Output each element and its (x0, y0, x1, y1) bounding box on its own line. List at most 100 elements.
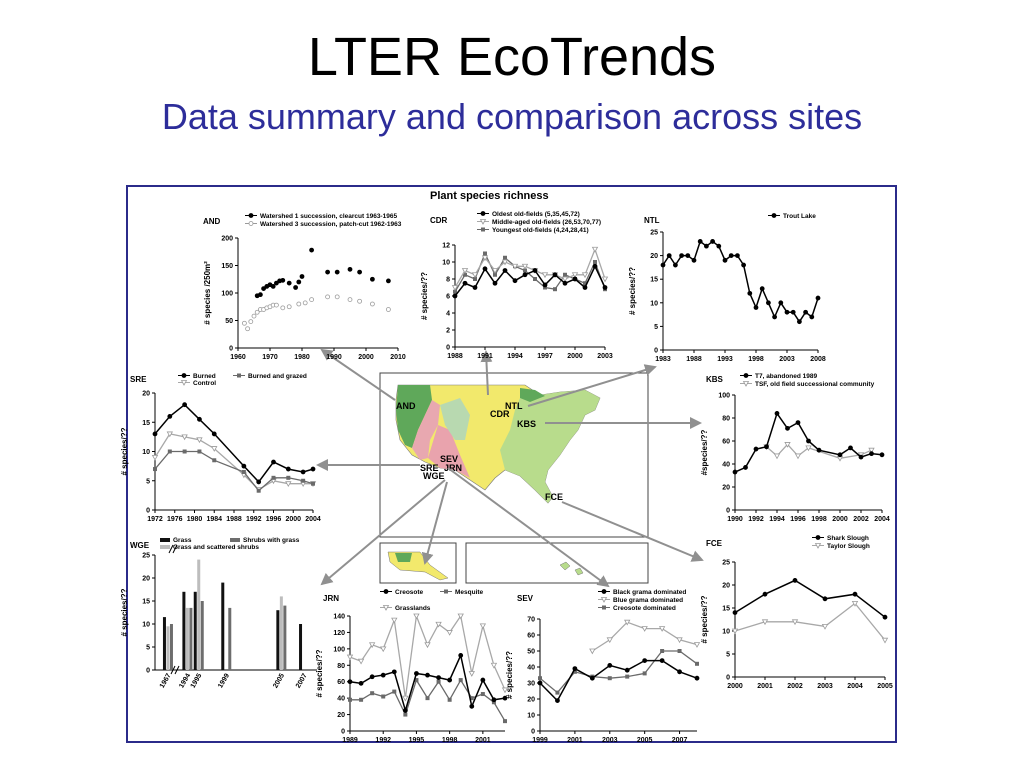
series-line-sre (154, 433, 313, 491)
data-point-sev (659, 658, 665, 663)
data-point-fce (731, 628, 739, 635)
data-point-sev (695, 661, 699, 666)
data-point-and (299, 274, 305, 279)
data-point-cdr (501, 259, 509, 266)
data-point-and (357, 269, 363, 275)
y-tick-label: 0 (531, 729, 535, 736)
data-point-sev (537, 680, 543, 686)
data-point-ntl (735, 253, 740, 259)
panel-cdr: CDR # species/?? 0 2 4 6 8 10 12 1988 1991 1994 1997… (420, 211, 613, 360)
data-point-kbs (869, 451, 874, 457)
data-point-ntl (666, 253, 672, 259)
x-tick-label: 2007 (295, 672, 309, 689)
y-axis-title-sre: # species/?? (120, 427, 129, 475)
data-point-sev (624, 619, 631, 626)
data-point-fce (882, 614, 888, 620)
data-point-sev (625, 674, 630, 679)
y-tick-label: 25 (650, 230, 658, 237)
x-tick-label: 1992 (375, 737, 391, 744)
data-point-sre (211, 431, 217, 437)
data-point-cdr (463, 272, 467, 277)
data-point-sev (572, 669, 577, 674)
y-axis-title-and: # species /250m² (203, 261, 212, 325)
y-tick-label: 100 (221, 291, 233, 298)
map-label-sev: SEV (440, 454, 458, 464)
data-point-and (280, 277, 286, 283)
x-tick-label: 2001 (567, 737, 583, 744)
data-point-cdr (481, 227, 485, 232)
y-tick-label: 0 (229, 346, 233, 353)
data-point-cdr (571, 272, 579, 279)
data-point-kbs (764, 444, 769, 450)
data-point-cdr (591, 246, 599, 253)
data-point-cdr (472, 285, 478, 290)
data-point-kbs (805, 445, 812, 452)
series-line-jrn (349, 614, 506, 699)
data-point-fce (792, 578, 798, 583)
data-point-cdr (581, 272, 589, 279)
y-tick-label: 15 (142, 599, 150, 606)
bar-wge (182, 591, 186, 670)
bar-wge (193, 591, 197, 670)
data-point-sev (572, 666, 578, 671)
data-point-ntl (815, 295, 821, 301)
x-tick-label: 1989 (342, 737, 358, 744)
legend-label: Grasslands (395, 605, 431, 612)
legend-label: Mesquite (455, 589, 484, 596)
panel-ntl: NTL # species/?? 0 5 10 15 20 25 1983 1988 1993 199… (628, 213, 826, 363)
series-line-sev (539, 650, 698, 694)
data-point-jrn (479, 623, 487, 630)
data-point-and (309, 247, 315, 253)
data-point-jrn (382, 605, 390, 611)
bar-wge (169, 624, 173, 670)
data-point-ntl (722, 257, 728, 263)
x-tick-label: 2002 (853, 516, 869, 523)
map-label-cdr: CDR (490, 409, 510, 419)
x-tick-label: 1995 (190, 672, 204, 689)
data-point-sre (286, 475, 291, 480)
data-point-cdr (602, 285, 608, 290)
y-tick-label: 0 (341, 729, 345, 736)
map-label-fce: FCE (545, 492, 563, 502)
data-point-jrn (402, 708, 408, 713)
site-arrow (480, 350, 493, 396)
legend-label: Watershed 3 succession, patch-cut 1962-1… (260, 221, 402, 228)
y-tick-label: 40 (337, 696, 345, 703)
data-point-sre (301, 478, 306, 483)
data-point-ntl (685, 253, 691, 259)
y-tick-label: 20 (527, 697, 535, 704)
y-tick-label: 25 (722, 560, 730, 567)
data-point-sre (237, 373, 241, 378)
data-point-sre (271, 459, 276, 465)
data-point-jrn (392, 689, 397, 694)
y-tick-label: 10 (722, 629, 730, 636)
y-tick-label: 60 (722, 439, 730, 446)
y-tick-label: 20 (650, 253, 658, 260)
data-point-cdr (593, 260, 597, 264)
data-point-cdr (462, 280, 468, 286)
data-point-jrn (402, 695, 409, 702)
data-point-fce (852, 591, 858, 597)
legend-label: Creosote (395, 589, 424, 596)
data-point-sre (182, 449, 187, 454)
data-point-and (357, 298, 363, 304)
panel-kbs: KBS #species/?? 0 20 40 60 80 100 1990 1992 1994 19… (700, 373, 890, 523)
data-point-sre (151, 454, 159, 461)
data-point-jrn (414, 678, 419, 683)
y-tick-label: 80 (337, 663, 345, 670)
data-point-kbs (879, 452, 885, 458)
x-tick-label: 2005 (877, 683, 893, 690)
data-point-ntl (766, 300, 771, 306)
data-point-sre (300, 469, 306, 475)
data-point-jrn (346, 654, 354, 661)
data-point-sev (694, 675, 700, 681)
data-point-sre (211, 446, 218, 452)
bar-wge (166, 626, 170, 670)
data-point-cdr (592, 263, 598, 269)
data-point-and (296, 301, 302, 307)
legend-label: Oldest old-fields (5,35,45,72) (492, 211, 580, 218)
y-axis-title-sev: # species/?? (505, 651, 514, 699)
data-point-jrn (359, 697, 364, 702)
data-point-ntl (679, 253, 684, 259)
